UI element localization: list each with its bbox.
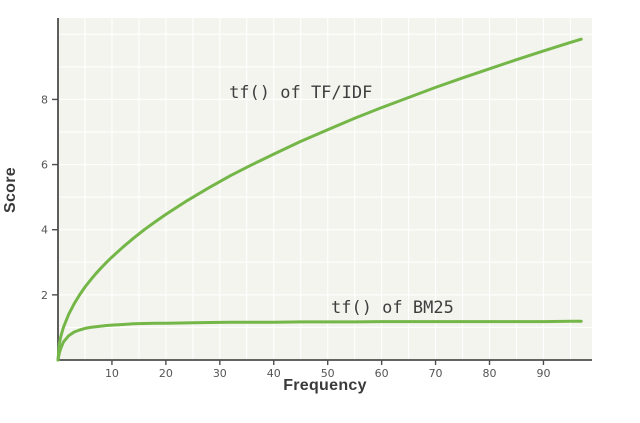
x-tick-label: 80 <box>483 367 497 380</box>
x-tick-label: 20 <box>159 367 173 380</box>
y-tick-label: 2 <box>41 289 48 302</box>
x-tick-label: 70 <box>429 367 443 380</box>
y-axis-title: Score <box>2 167 19 213</box>
y-tick-label: 8 <box>41 93 48 106</box>
series-lines <box>56 37 583 362</box>
plot-area <box>58 18 592 360</box>
annotation-tfidf-label: tf() of TF/IDF <box>229 82 373 103</box>
x-tick-label: 40 <box>267 367 281 380</box>
x-tick-label: 50 <box>321 367 335 380</box>
tick-marks: 10 20 30 40 50 60 70 80 90 2 4 6 8 <box>41 93 550 380</box>
x-axis-title: Frequency <box>283 377 367 394</box>
x-tick-label: 30 <box>213 367 227 380</box>
annotation-bm25-label: tf() of BM25 <box>331 297 454 318</box>
series-line-1 <box>56 319 583 362</box>
series-line-0 <box>56 37 583 362</box>
x-tick-label: 60 <box>375 367 389 380</box>
y-tick-label: 4 <box>41 224 48 237</box>
axes <box>57 18 592 361</box>
y-tick-label: 6 <box>41 159 48 172</box>
gridlines <box>58 18 592 360</box>
x-tick-label: 10 <box>105 367 119 380</box>
x-tick-label: 90 <box>536 367 550 380</box>
